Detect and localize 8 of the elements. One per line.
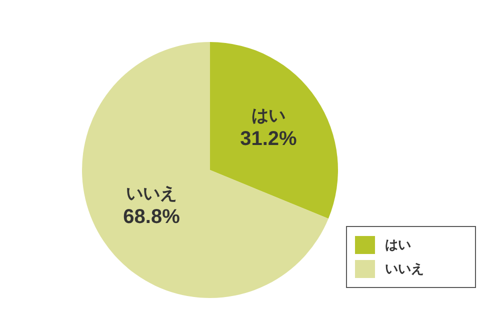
pie-slice: [210, 42, 338, 219]
legend-label: いいえ: [385, 261, 424, 278]
pie-slice: [82, 42, 328, 298]
data-label: 31.2%: [240, 128, 298, 150]
slice-label: はい: [251, 106, 286, 126]
slice-label: いいえ: [126, 184, 178, 204]
data-label: 68.8%: [123, 206, 180, 228]
legend-label: はい: [385, 237, 411, 254]
